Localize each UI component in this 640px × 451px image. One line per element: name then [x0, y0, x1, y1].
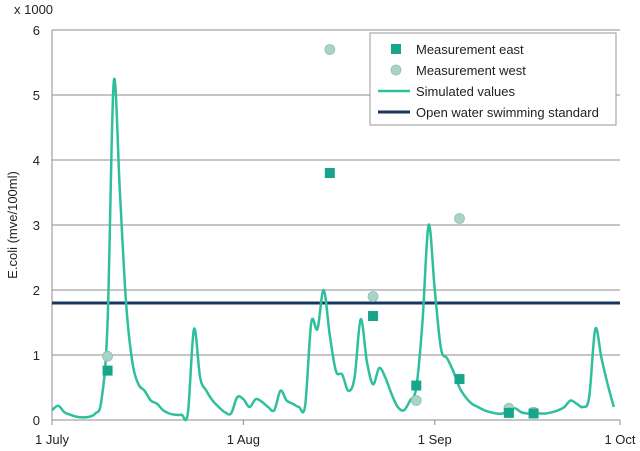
- x-tick-label: 1 Aug: [227, 432, 260, 447]
- y-axis-title: E.coli (mve/100ml): [5, 171, 20, 279]
- x-tick-label: 1 Oct: [604, 432, 635, 447]
- y-tick-label: 0: [33, 413, 40, 428]
- measurement-west-point: [410, 395, 422, 406]
- measurement-east-point: [324, 168, 335, 178]
- axes: [51, 30, 621, 425]
- legend-label: Measurement east: [416, 42, 524, 57]
- y-tick-label: 2: [33, 283, 40, 298]
- legend-marker-square: [391, 44, 401, 54]
- y-axis-multiplier: x 1000: [14, 2, 53, 17]
- legend-label: Open water swimming standard: [416, 105, 599, 120]
- y-tick-label: 6: [33, 23, 40, 38]
- y-tick-label: 4: [33, 153, 40, 168]
- measurement-east-point: [454, 374, 465, 385]
- legend: Measurement east Measurement west Simulate…: [369, 32, 617, 126]
- measurement-east-point: [102, 365, 113, 376]
- y-tick-label: 5: [33, 88, 40, 103]
- gridlines: [52, 29, 620, 356]
- measurement-east-point: [411, 380, 422, 391]
- x-tick-label: 1 July: [35, 432, 69, 447]
- x-tick-label: 1 Sep: [418, 432, 452, 447]
- y-tick-label: 3: [33, 218, 40, 233]
- series-layer: [51, 44, 620, 422]
- measurement-east-point: [368, 311, 379, 321]
- y-tick-labels: 0 1 2 3 4 5 6: [33, 23, 40, 428]
- measurement-west-point: [102, 350, 113, 362]
- y-tick-label: 1: [33, 348, 40, 363]
- x-tick-labels: 1 July 1 Aug 1 Sep 1 Oct: [35, 432, 636, 447]
- measurement-west-point: [324, 44, 336, 55]
- legend-label: Simulated values: [416, 84, 515, 99]
- measurement-east-point: [528, 408, 539, 419]
- legend-box: [369, 32, 617, 126]
- series-simulated-values: [51, 77, 616, 422]
- measurement-west-point: [454, 213, 465, 224]
- legend-label: Measurement west: [416, 63, 526, 78]
- measurement-east-point: [503, 407, 514, 418]
- legend-marker-circle: [390, 64, 402, 76]
- measurement-west-point: [367, 291, 379, 302]
